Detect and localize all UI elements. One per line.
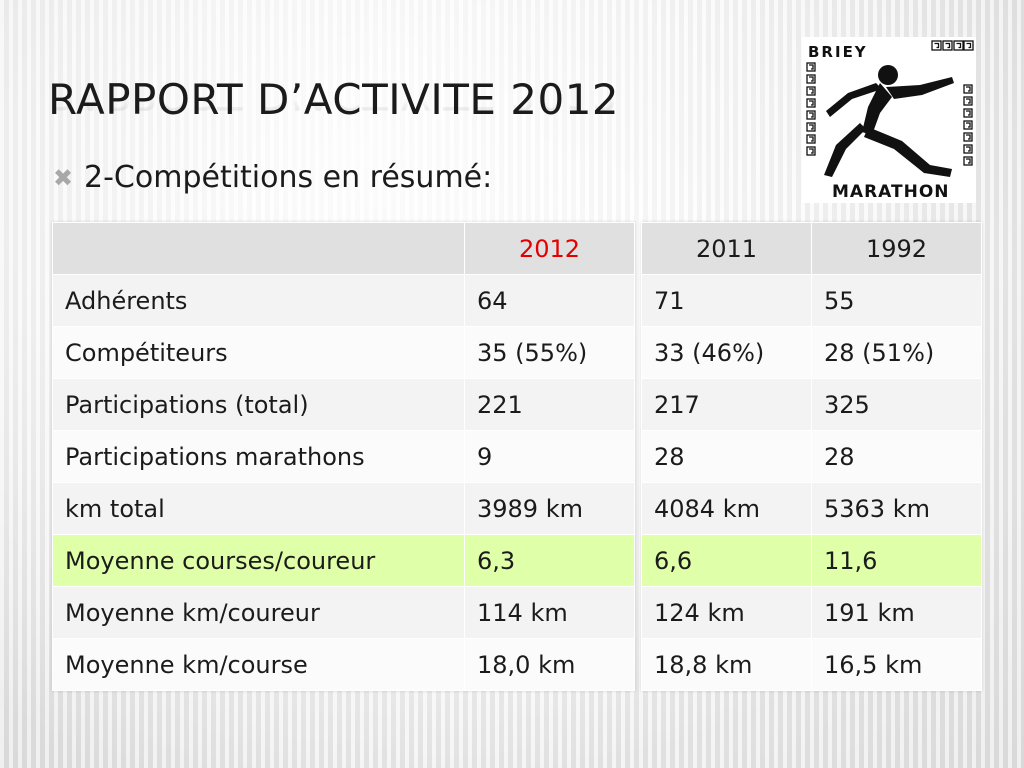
value-2012: 35 (55%) [464,326,635,379]
value-2012: 64 [464,274,635,327]
row-label: Participations (total) [52,378,465,431]
table-row: Moyenne km/coureur 114 km [52,586,635,639]
table-row: km total 3989 km [52,482,635,535]
table-row-highlighted: 6,6 11,6 [641,534,982,587]
value-1992: 5363 km [811,482,982,535]
row-label: Moyenne km/course [52,638,465,691]
value-2012: 9 [464,430,635,483]
value-2012: 221 [464,378,635,431]
value-2011: 33 (46%) [641,326,812,379]
value-2012: 6,3 [464,534,635,587]
value-2012: 18,0 km [464,638,635,691]
value-1992: 191 km [811,586,982,639]
x-bullet-icon: ✖ [52,163,74,192]
slide-title: Rapport d’activite 2012 [48,75,620,124]
value-2011: 6,6 [641,534,812,587]
stats-table-comparison: 2011 1992 71 55 33 (46%) 28 (51%) 217 32… [641,222,982,691]
table-row: Moyenne km/course 18,0 km [52,638,635,691]
value-1992: 55 [811,274,982,327]
bullet-text: 2-Compétitions en résumé: [84,160,493,195]
table-row: Participations marathons 9 [52,430,635,483]
value-1992: 28 (51%) [811,326,982,379]
table-header-1992: 1992 [811,222,982,275]
value-1992: 325 [811,378,982,431]
table-header-row: 2011 1992 [641,222,982,275]
value-2012: 114 km [464,586,635,639]
value-2011: 71 [641,274,812,327]
table-row: 4084 km 5363 km [641,482,982,535]
logo-text-bottom: MARATHON [832,182,950,202]
table-header-2011: 2011 [641,222,812,275]
value-2011: 4084 km [641,482,812,535]
row-label: Participations marathons [52,430,465,483]
table-row: 28 28 [641,430,982,483]
value-1992: 11,6 [811,534,982,587]
row-label: Compétiteurs [52,326,465,379]
table-header-2012: 2012 [464,222,635,275]
row-label: km total [52,482,465,535]
table-row: 217 325 [641,378,982,431]
table-row: Compétiteurs 35 (55%) [52,326,635,379]
row-label: Moyenne courses/coureur [52,534,465,587]
row-label: Moyenne km/coureur [52,586,465,639]
briey-marathon-logo: BRIEY MARATHON [802,37,976,203]
table-row: 33 (46%) 28 (51%) [641,326,982,379]
value-2011: 28 [641,430,812,483]
row-label: Adhérents [52,274,465,327]
bullet-item: ✖ 2-Compétitions en résumé: [50,160,492,195]
table-row: Adhérents 64 [52,274,635,327]
runner-icon [824,65,954,177]
table-row: 124 km 191 km [641,586,982,639]
table-row: 18,8 km 16,5 km [641,638,982,691]
value-2011: 217 [641,378,812,431]
logo-text-top: BRIEY [808,43,868,61]
table-row-highlighted: Moyenne courses/coureur 6,3 [52,534,635,587]
table-header-empty [52,222,465,275]
value-2011: 18,8 km [641,638,812,691]
value-1992: 16,5 km [811,638,982,691]
value-2012: 3989 km [464,482,635,535]
value-2011: 124 km [641,586,812,639]
value-1992: 28 [811,430,982,483]
stats-table-2012: 2012 Adhérents 64 Compétiteurs 35 (55%) … [52,222,635,691]
table-row: Participations (total) 221 [52,378,635,431]
table-row: 71 55 [641,274,982,327]
slide-title-reflection: Rapport d’activite 2012 [48,70,620,119]
table-header-row: 2012 [52,222,635,275]
